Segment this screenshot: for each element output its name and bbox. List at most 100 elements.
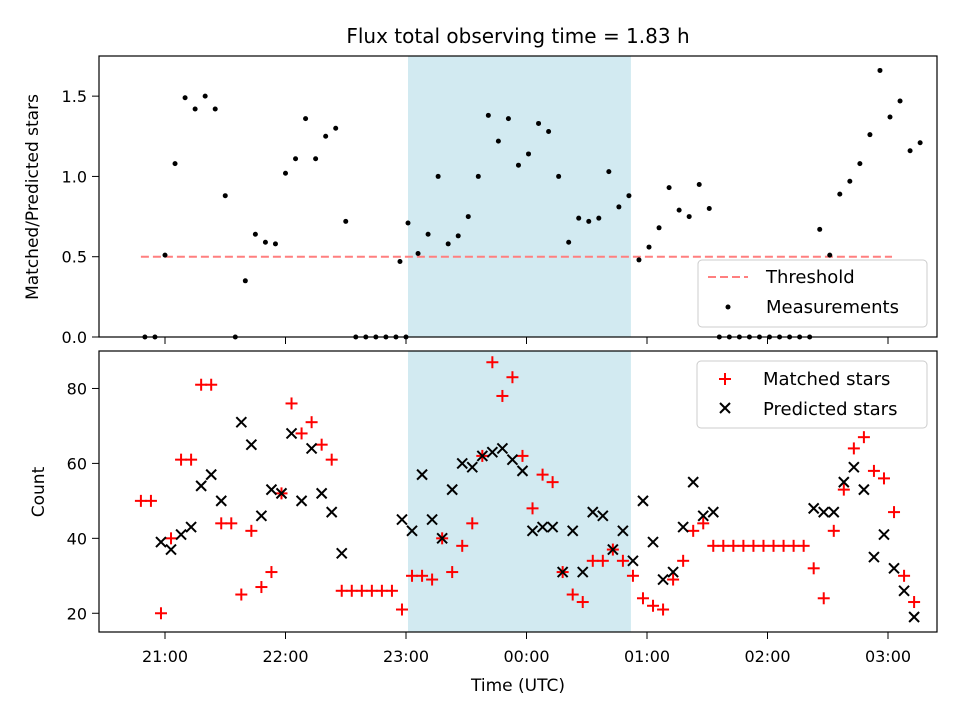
predicted-star-stroke	[838, 476, 850, 488]
predicted-star-point	[285, 427, 298, 440]
predicted-star-stroke	[406, 525, 418, 537]
predicted-star-point	[607, 543, 619, 556]
predicted-star-stroke	[446, 483, 458, 496]
predicted-star-point	[546, 521, 559, 533]
matched-star-point	[767, 539, 780, 552]
measurement-point	[262, 239, 268, 245]
measurement-point	[415, 251, 421, 257]
predicted-star-point	[325, 506, 338, 518]
predicted-star-point	[446, 483, 458, 496]
predicted-star-stroke	[245, 438, 258, 451]
measurement-point	[202, 93, 208, 99]
matched-star-point	[596, 554, 609, 567]
measurement-point	[397, 259, 403, 265]
predicted-star-stroke	[336, 547, 348, 560]
predicted-star-point	[627, 555, 639, 567]
matched-star-point	[395, 603, 408, 616]
predicted-star-stroke	[617, 525, 629, 537]
predicted-star-stroke	[587, 506, 599, 518]
matched-star-point	[877, 472, 890, 485]
measurement-point	[505, 116, 511, 122]
x-tick-label: 21:00	[142, 647, 188, 666]
predicted-star-point	[828, 506, 840, 518]
matched-star-point	[305, 416, 318, 429]
predicted-star-stroke	[707, 506, 719, 518]
matched-star-point	[667, 573, 680, 586]
predicted-star-point	[185, 521, 197, 533]
measurement-point	[515, 162, 521, 168]
measurement-point	[425, 231, 431, 237]
matched-star-point	[355, 584, 368, 597]
matched-star-point	[747, 539, 760, 552]
predicted-star-point	[496, 442, 509, 455]
predicted-star-point	[667, 566, 679, 578]
measurement-point	[475, 173, 481, 179]
predicted-star-point	[476, 450, 489, 462]
measurement-point	[222, 193, 228, 199]
matched-star-point	[536, 468, 549, 481]
predicted-star-point	[235, 416, 248, 428]
matched-star-point	[185, 453, 198, 466]
count-points	[134, 356, 921, 623]
y-tick-label: 40	[67, 529, 87, 548]
predicted-star-stroke	[275, 487, 288, 500]
predicted-star-point	[697, 510, 709, 522]
predicted-star-point	[426, 513, 438, 526]
measurement-point	[313, 156, 319, 162]
measurement-point	[626, 193, 632, 199]
predicted-star-stroke	[325, 506, 338, 518]
predicted-star-point	[436, 532, 448, 545]
matched-star-point	[426, 573, 439, 586]
x-tick-label: 02:00	[744, 647, 790, 666]
matched-star-point	[526, 502, 539, 515]
predicted-star-stroke	[818, 506, 830, 518]
matched-star-point	[908, 596, 921, 609]
predicted-star-point	[807, 502, 820, 515]
y-tick-label: 20	[67, 604, 87, 623]
predicted-star-point	[215, 495, 227, 507]
predicted-star-stroke	[205, 468, 217, 481]
matched-star-point	[857, 431, 870, 444]
predicted-star-point	[396, 513, 408, 526]
matched-star-point	[636, 592, 649, 605]
measurement-point	[897, 98, 903, 104]
measurement-point	[242, 278, 248, 284]
predicted-star-stroke	[185, 521, 197, 533]
matched-star-point	[898, 569, 911, 582]
measurement-point	[252, 231, 258, 237]
predicted-star-point	[858, 483, 870, 496]
predicted-star-point	[255, 510, 268, 522]
matched-star-point	[797, 539, 810, 552]
measurement-point	[877, 67, 883, 73]
matched-star-point	[566, 588, 579, 601]
predicted-star-stroke	[577, 566, 589, 578]
measurement-point	[576, 215, 582, 221]
predicted-star-stroke	[175, 528, 187, 541]
measurement-point	[455, 233, 461, 239]
matched-star-point	[416, 569, 429, 582]
measurement-point	[566, 239, 572, 245]
legend-matched-label: Matched stars	[763, 369, 890, 390]
matched-star-point	[255, 581, 268, 594]
y-tick-label: 0.5	[62, 248, 87, 267]
predicted-star-point	[305, 442, 318, 455]
matched-star-point	[225, 517, 238, 530]
measurement-point	[867, 132, 873, 138]
matched-star-point	[466, 517, 479, 530]
measurement-points	[142, 67, 923, 340]
predicted-star-stroke	[627, 555, 639, 567]
predicted-star-point	[265, 483, 278, 496]
predicted-star-point	[898, 585, 910, 597]
matched-star-point	[707, 539, 720, 552]
legend-threshold-label: Threshold	[765, 267, 855, 288]
predicted-star-stroke	[396, 513, 408, 526]
matched-star-point	[335, 584, 348, 597]
measurement-point	[445, 241, 451, 247]
predicted-star-point	[506, 453, 519, 466]
top-legend-box	[697, 259, 928, 328]
measurement-point	[526, 151, 532, 157]
predicted-star-stroke	[858, 483, 870, 496]
measurement-point	[646, 244, 652, 250]
top-y-axis: 0.0 0.5 1.0 1.5	[62, 87, 99, 347]
measurement-point	[435, 173, 441, 179]
